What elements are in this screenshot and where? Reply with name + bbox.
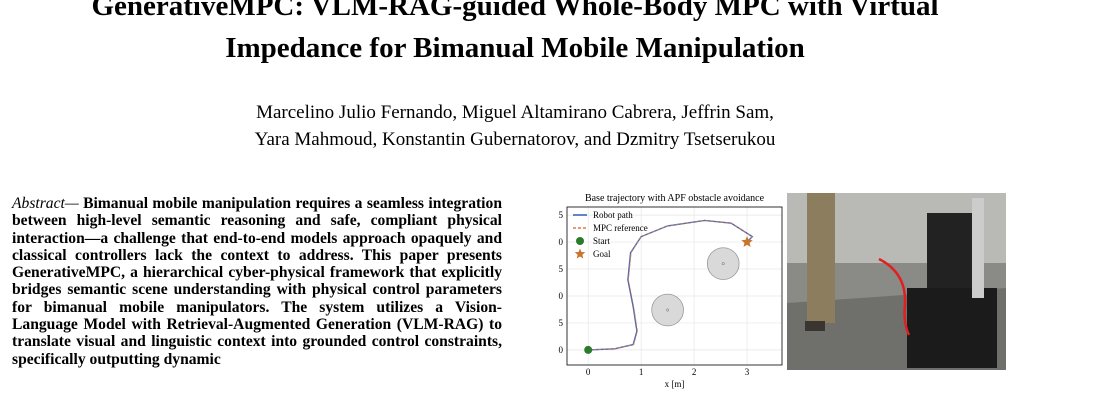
y-tick-label: 0.0 xyxy=(558,345,564,355)
y-tick-label: 2.5 xyxy=(558,210,564,220)
y-tick-label: 1.0 xyxy=(558,291,564,301)
robot-base xyxy=(907,288,997,368)
person-legs xyxy=(807,193,835,323)
y-tick-label: 0.5 xyxy=(558,318,564,328)
authors: Yara Mahmoud, Konstantin Gubernatorov, a… xyxy=(254,129,776,150)
y-tick-label: 2.0 xyxy=(558,237,564,247)
goal-marker xyxy=(741,236,753,247)
abstract-label: Abstract— xyxy=(12,195,79,212)
robot-photo xyxy=(787,193,1006,370)
legend-label: MPC reference xyxy=(593,223,648,233)
legend-swatch xyxy=(574,248,586,259)
legend-label: Goal xyxy=(593,249,611,259)
paper-title: GenerativeMPC: VLM-RAG-guided Whole-Body… xyxy=(91,0,939,22)
robot-frame xyxy=(972,198,984,298)
x-axis-label: x [m] xyxy=(665,379,685,389)
paper-title: Impedance for Bimanual Mobile Manipulati… xyxy=(225,32,805,64)
x-tick-label: 3 xyxy=(745,367,750,377)
person-shoe xyxy=(805,321,825,331)
x-tick-label: 0 xyxy=(586,367,591,377)
obstacle xyxy=(706,247,740,280)
legend-label: Robot path xyxy=(593,210,633,220)
start-marker xyxy=(584,345,593,354)
legend-swatch xyxy=(576,237,584,245)
motion-arrow xyxy=(878,257,911,336)
obstacle xyxy=(651,293,684,327)
authors: Marcelino Julio Fernando, Miguel Altamir… xyxy=(256,102,774,123)
obstacle-center xyxy=(721,262,725,266)
obstacle-center xyxy=(666,308,670,312)
y-tick-label: 1.5 xyxy=(558,264,564,274)
trajectory-plot: Base trajectory with APF obstacle avoida… xyxy=(558,193,783,389)
series-line xyxy=(588,219,754,351)
chart-title: Base trajectory with APF obstacle avoida… xyxy=(585,193,765,204)
abstract-text: Bimanual mobile manipulation requires a … xyxy=(12,195,502,368)
x-tick-label: 1 xyxy=(639,367,644,377)
abstract: Abstract— Bimanual mobile manipulation r… xyxy=(12,195,502,368)
legend-label: Start xyxy=(593,236,610,246)
series-line xyxy=(588,219,754,351)
x-tick-label: 2 xyxy=(692,367,697,377)
plot-frame xyxy=(566,206,783,366)
